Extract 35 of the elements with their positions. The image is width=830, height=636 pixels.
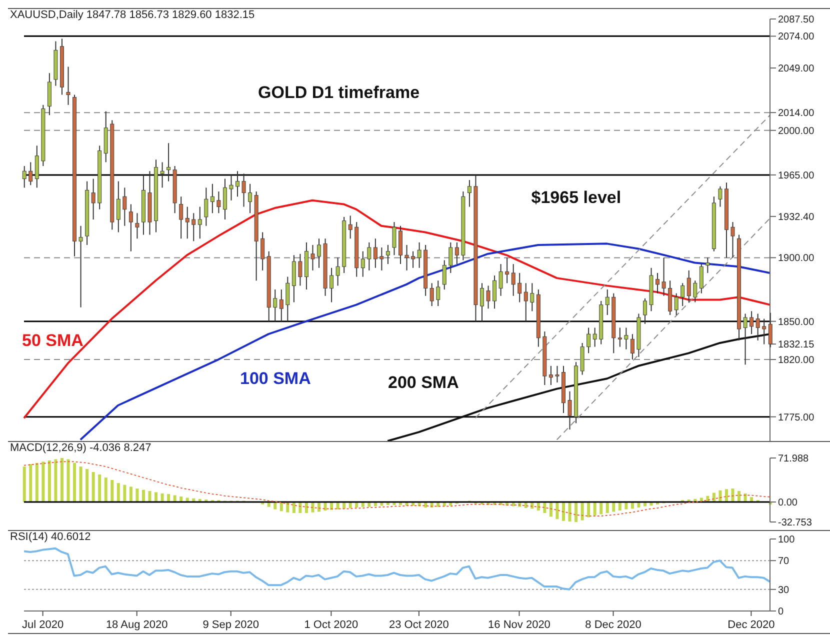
- x-tick-label: Dec 2020: [728, 619, 775, 631]
- y-tick-label: 1820.00: [778, 355, 815, 366]
- ref-line-label: $1965 level: [531, 188, 622, 207]
- x-tick-label: 18 Aug 2020: [106, 619, 168, 631]
- y-tick-label: 2074.00: [778, 32, 815, 43]
- y-tick-label: 1832.15: [778, 340, 815, 351]
- y-tick-label: 30: [778, 584, 790, 596]
- x-tick-label: 23 Oct 2020: [388, 619, 449, 631]
- y-tick-label: 2000.00: [778, 126, 815, 137]
- chart-subtitle: MACD(12,26,9) -4.036 8.247: [10, 442, 152, 454]
- series-label: 50 SMA: [22, 331, 84, 351]
- x-tick-label: Jul 2020: [22, 619, 64, 631]
- chart-subtitle: XAUUSD,Daily 1847.78 1856.73 1829.60 1832.15: [10, 9, 255, 21]
- y-tick-label: 71.988: [778, 454, 810, 465]
- y-tick-label: 1775.00: [778, 412, 815, 424]
- series-label: 200 SMA: [388, 373, 459, 393]
- y-tick-label: 1900.00: [778, 253, 815, 264]
- y-tick-label: 0.00: [778, 498, 798, 509]
- y-tick-label: 70: [778, 556, 790, 568]
- y-tick-label: 2087.50: [778, 14, 815, 26]
- x-tick-label: 8 Dec 2020: [585, 619, 642, 631]
- y-tick-label: 100: [778, 534, 796, 546]
- y-tick-label: 2049.00: [778, 64, 815, 75]
- y-tick-label: 0: [778, 606, 784, 618]
- y-tick-label: 1965.00: [778, 170, 815, 182]
- x-tick-label: 1 Oct 2020: [304, 619, 358, 631]
- chart-subtitle: RSI(14) 40.6012: [10, 531, 91, 543]
- y-tick-label: -32.753: [778, 518, 812, 529]
- y-tick-label: 1932.40: [778, 212, 815, 223]
- x-tick-label: 9 Sep 2020: [202, 619, 260, 631]
- y-tick-label: 2014.00: [778, 108, 815, 120]
- y-tick-label: 1850.00: [778, 316, 815, 328]
- series-label: 100 SMA: [240, 369, 311, 389]
- text: GOLD D1 timeframe: [258, 83, 420, 103]
- x-tick-label: 16 Nov 2020: [488, 619, 550, 631]
